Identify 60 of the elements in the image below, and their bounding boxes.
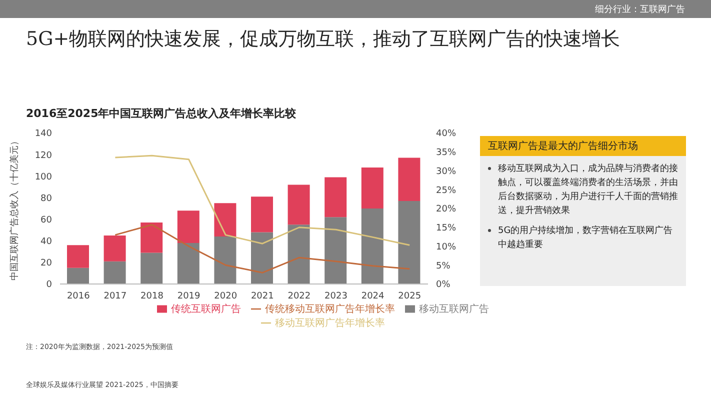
bar [324, 177, 347, 218]
x-tick-label: 2021 [250, 291, 274, 302]
x-tick-label: 2023 [324, 291, 348, 302]
line-series [114, 224, 410, 274]
bar [177, 243, 200, 284]
y-tick-label: 140 [34, 129, 52, 140]
line-series [114, 154, 410, 246]
y2-tick-label: 5% [436, 261, 451, 272]
legend-label: 移动互联网广告年增长率 [275, 318, 385, 329]
y-tick-label: 120 [34, 150, 52, 161]
x-tick-label: 2025 [398, 291, 422, 302]
bar [214, 236, 236, 284]
y2-tick-label: 15% [436, 224, 456, 234]
bar [140, 222, 163, 253]
y-tick-label: 60 [40, 215, 52, 226]
bar [140, 252, 163, 284]
bar [361, 208, 384, 284]
y-tick-label: 0 [46, 280, 52, 290]
x-tick-label: 2024 [361, 291, 385, 302]
y2-tick-label: 35% [436, 148, 456, 158]
bar [398, 158, 420, 201]
bar [177, 210, 200, 244]
bar [288, 184, 310, 225]
y-tick-label: 40 [40, 237, 52, 248]
text: 细分行业：互联网广告 [595, 4, 685, 16]
y2-tick-label: 25% [436, 186, 456, 196]
chart-title: 5G+物联网的快速发展，促成万物互联，推动了互联网广告的快速增长 [26, 27, 622, 52]
bar [288, 224, 310, 284]
x-tick-label: 2018 [140, 291, 164, 302]
x-tick-label: 2020 [214, 291, 238, 302]
bar [67, 245, 89, 268]
bar [214, 203, 236, 237]
y-tick-label: 20 [40, 258, 52, 269]
y-axis-title: 中国互联网广告总收入（十亿美元） [9, 136, 20, 280]
y-tick-label: 100 [34, 172, 52, 182]
legend-label: 移动互联网广告 [419, 304, 489, 315]
legend-label: 传统移动互联网广告年增长率 [265, 304, 395, 315]
text: 5G的用户持续增加，数字营销在互联网广告中越趋重要 [498, 224, 674, 252]
y2-tick-label: 10% [436, 242, 456, 252]
x-tick-label: 2019 [177, 291, 201, 302]
x-tick-label: 2017 [104, 291, 127, 302]
y2-tick-label: 20% [436, 204, 456, 215]
x-tick-label: 2022 [288, 291, 311, 302]
bar [67, 268, 89, 284]
bar [104, 235, 126, 262]
bar [251, 196, 273, 232]
text: 互联网广告是最大的广告细分市场 [480, 136, 686, 156]
legend-label: 传统互联网广告 [171, 304, 241, 315]
bar [251, 232, 273, 284]
x-tick-label: 2016 [66, 291, 90, 302]
text: 移动互联网成为入口，成为品牌与消费者的接触点，可以覆盖终端消费者的生活场景，并由后台数据驱动，为用户进行千人千面的营销推送，提升营销效果 [498, 162, 679, 218]
y-tick-label: 80 [40, 194, 52, 204]
y2-tick-label: 0% [436, 280, 451, 290]
y2-tick-label: 30% [436, 166, 456, 177]
y2-tick-label: 40% [436, 129, 456, 140]
bar [104, 261, 126, 284]
bar [361, 168, 384, 208]
bar [324, 217, 347, 284]
bar [398, 200, 420, 284]
chart-subtitle: 2016至2025年中国互联网广告总收入及年增长率比较 [26, 106, 296, 121]
